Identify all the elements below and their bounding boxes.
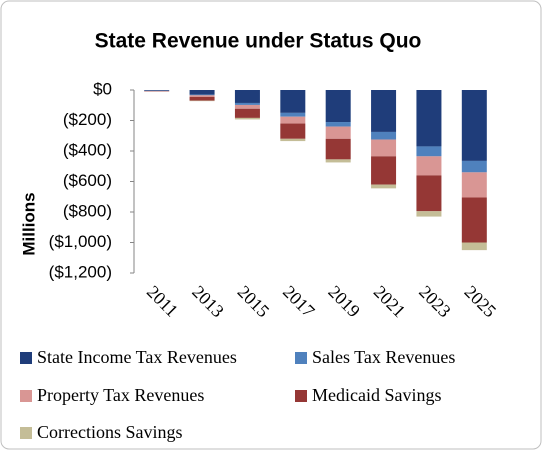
y-tick-label: ($400) bbox=[63, 140, 112, 159]
bar-segment bbox=[461, 160, 487, 173]
y-tick-label: ($1,000) bbox=[49, 232, 112, 251]
bar-segment bbox=[280, 112, 306, 117]
bar-segment bbox=[280, 138, 306, 142]
bar-segment bbox=[280, 116, 306, 124]
bar-segment bbox=[416, 175, 442, 212]
bar-segment bbox=[461, 90, 487, 161]
legend-swatch bbox=[295, 352, 307, 364]
bar-segment bbox=[234, 104, 260, 109]
bar-segment bbox=[234, 90, 260, 103]
legend-swatch bbox=[20, 390, 32, 402]
bar-segment bbox=[234, 117, 260, 120]
legend-swatch bbox=[20, 427, 32, 439]
bar-segment bbox=[325, 90, 351, 123]
bar-segment bbox=[189, 94, 215, 96]
y-axis-label: Millions bbox=[19, 192, 38, 255]
legend-label: State Income Tax Revenues bbox=[37, 347, 237, 367]
y-tick-label: ($800) bbox=[63, 201, 112, 220]
bar-segment bbox=[416, 156, 442, 176]
y-tick-label: ($600) bbox=[63, 171, 112, 190]
bar-segment bbox=[325, 159, 351, 163]
bar-segment bbox=[371, 139, 397, 157]
bar-segment bbox=[189, 96, 215, 101]
bar-segment bbox=[189, 90, 215, 95]
bar-segment bbox=[144, 90, 170, 91]
bar-segment bbox=[461, 197, 487, 243]
bar-segment bbox=[325, 126, 351, 139]
bar-segment bbox=[234, 102, 260, 105]
bar-segment bbox=[371, 156, 397, 185]
bar-segment bbox=[416, 90, 442, 147]
bar-segment bbox=[189, 95, 215, 97]
legend-label: Sales Tax Revenues bbox=[312, 347, 455, 367]
bar-segment bbox=[371, 184, 397, 189]
legend-label: Property Tax Revenues bbox=[37, 385, 204, 405]
bar-segment bbox=[461, 172, 487, 198]
bar-segment bbox=[371, 90, 397, 132]
bar-segment bbox=[371, 131, 397, 140]
legend-label: Medicaid Savings bbox=[312, 385, 441, 405]
bar-segment bbox=[416, 146, 442, 157]
legend-label: Corrections Savings bbox=[37, 422, 183, 442]
bar-segment bbox=[280, 123, 306, 139]
legend-swatch bbox=[295, 390, 307, 402]
y-tick-label: ($200) bbox=[63, 110, 112, 129]
bar-segment bbox=[461, 242, 487, 251]
bar-segment bbox=[280, 90, 306, 113]
y-tick-label: $0 bbox=[93, 79, 112, 98]
bar-segment bbox=[416, 211, 442, 217]
bar-segment bbox=[325, 138, 351, 160]
chart-title: State Revenue under Status Quo bbox=[95, 30, 422, 53]
bar-segment bbox=[234, 108, 260, 118]
bar-segment bbox=[325, 122, 351, 127]
y-tick-label: ($1,200) bbox=[49, 262, 112, 281]
legend-swatch bbox=[20, 352, 32, 364]
